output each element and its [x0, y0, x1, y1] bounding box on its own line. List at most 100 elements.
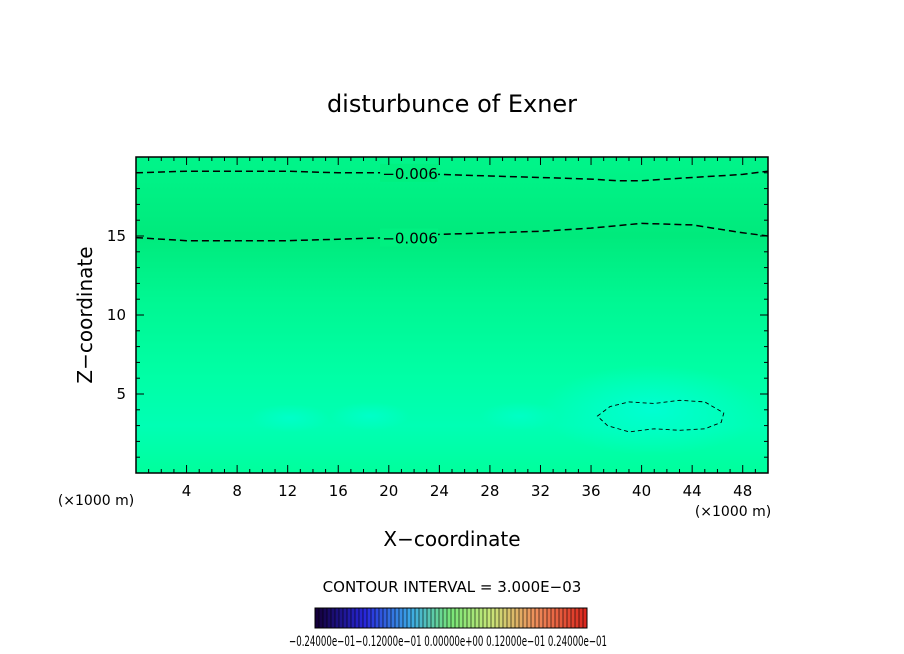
- x-tick-label: 20: [379, 482, 398, 500]
- colorbar-cell: [335, 608, 340, 628]
- colorbar-cell: [575, 608, 580, 628]
- colorbar-cell: [395, 608, 400, 628]
- contour-interval-text: CONTOUR INTERVAL = 3.000E−03: [323, 578, 582, 596]
- colorbar-cell: [475, 608, 480, 628]
- x-tick-label: 24: [430, 482, 449, 500]
- colorbar-cell: [539, 608, 544, 628]
- colorbar-cell: [535, 608, 540, 628]
- colorbar-cell: [487, 608, 492, 628]
- colorbar-cell: [483, 608, 488, 628]
- colorbar-cell: [567, 608, 572, 628]
- colorbar-cell: [387, 608, 392, 628]
- x-axis-label: X−coordinate: [383, 527, 520, 551]
- colorbar-cell: [523, 608, 528, 628]
- x-tick-label: 36: [581, 482, 600, 500]
- colorbar-cell: [427, 608, 432, 628]
- field-highlight-4: [480, 402, 560, 430]
- colorbar-cell: [551, 608, 556, 628]
- colorbar-cell: [447, 608, 452, 628]
- colorbar-cell: [351, 608, 356, 628]
- y-tick-label: 5: [116, 385, 126, 403]
- x-unit-right: (×1000 m): [695, 504, 771, 520]
- colorbar-cell: [559, 608, 564, 628]
- colorbar: [314, 607, 588, 629]
- colorbar-cell: [391, 608, 396, 628]
- colorbar-cell: [415, 608, 420, 628]
- field-highlight-3: [330, 402, 410, 430]
- colorbar-cell: [563, 608, 568, 628]
- colorbar-cell: [379, 608, 384, 628]
- colorbar-cell: [355, 608, 360, 628]
- x-tick-label: 28: [480, 482, 499, 500]
- colorbar-cell: [515, 608, 520, 628]
- colorbar-cell: [503, 608, 508, 628]
- colorbar-cell: [347, 608, 352, 628]
- field-highlight-1: [542, 365, 762, 455]
- colorbar-cell: [371, 608, 376, 628]
- colorbar-cell: [407, 608, 412, 628]
- colorbar-cell: [411, 608, 416, 628]
- colorbar-cell: [479, 608, 484, 628]
- colorbar-cell: [327, 608, 332, 628]
- colorbar-cell: [331, 608, 336, 628]
- colorbar-cell: [339, 608, 344, 628]
- colorbar-cell: [527, 608, 532, 628]
- colorbar-cell: [511, 608, 516, 628]
- x-unit-left: (×1000 m): [58, 493, 134, 509]
- chart-title: disturbunce of Exner: [327, 90, 577, 118]
- colorbar-cell: [467, 608, 472, 628]
- colorbar-cell: [571, 608, 576, 628]
- contour-label: −0.006: [382, 230, 438, 248]
- colorbar-cell: [463, 608, 468, 628]
- y-axis-label: Z−coordinate: [73, 246, 97, 383]
- field-highlight-2: [250, 404, 330, 432]
- colorbar-cell: [363, 608, 368, 628]
- colorbar-cell: [423, 608, 428, 628]
- colorbar-cell: [543, 608, 548, 628]
- x-tick-label: 48: [733, 482, 752, 500]
- colorbar-cell: [443, 608, 448, 628]
- colorbar-cell: [359, 608, 364, 628]
- colorbar-cell: [319, 608, 324, 628]
- y-tick-label: 15: [107, 227, 126, 245]
- x-tick-label: 8: [232, 482, 242, 500]
- contour-label: −0.006: [382, 165, 438, 183]
- x-tick-label: 4: [182, 482, 192, 500]
- colorbar-cell: [375, 608, 380, 628]
- contour-label-bg: [380, 163, 439, 182]
- colorbar-cell: [583, 608, 588, 628]
- colorbar-cell: [507, 608, 512, 628]
- contour-line: [596, 399, 725, 433]
- colorbar-cell: [519, 608, 524, 628]
- colorbar-cell: [403, 608, 408, 628]
- y-tick-label: 10: [107, 306, 126, 324]
- colorbar-frame: [314, 607, 588, 629]
- colorbar-cell: [495, 608, 500, 628]
- contour-label-bg: [380, 228, 439, 247]
- colorbar-cell: [399, 608, 404, 628]
- colorbar-cell: [367, 608, 372, 628]
- colorbar-cell: [455, 608, 460, 628]
- colorbar-cell: [451, 608, 456, 628]
- colorbar-cell: [471, 608, 476, 628]
- colorbar-cell: [383, 608, 388, 628]
- colorbar-cell: [343, 608, 348, 628]
- x-tick-label: 40: [632, 482, 651, 500]
- colorbar-cell: [459, 608, 464, 628]
- colorbar-labels: −0.24000e−01−0.12000e−01 0.00000e+00 0.1…: [289, 634, 607, 650]
- colorbar-cell: [555, 608, 560, 628]
- colorbar-cell: [323, 608, 328, 628]
- colorbar-cell: [435, 608, 440, 628]
- x-tick-label: 44: [683, 482, 702, 500]
- colorbar-cell: [439, 608, 444, 628]
- x-tick-label: 32: [531, 482, 550, 500]
- colorbar-cell: [431, 608, 436, 628]
- colorbar-cell: [499, 608, 504, 628]
- contour-line: [136, 170, 768, 182]
- colorbar-cell: [419, 608, 424, 628]
- colorbar-cell: [531, 608, 536, 628]
- plot-area: −0.006 −0.006: [136, 157, 768, 473]
- colorbar-cell: [579, 608, 584, 628]
- colorbar-cell: [491, 608, 496, 628]
